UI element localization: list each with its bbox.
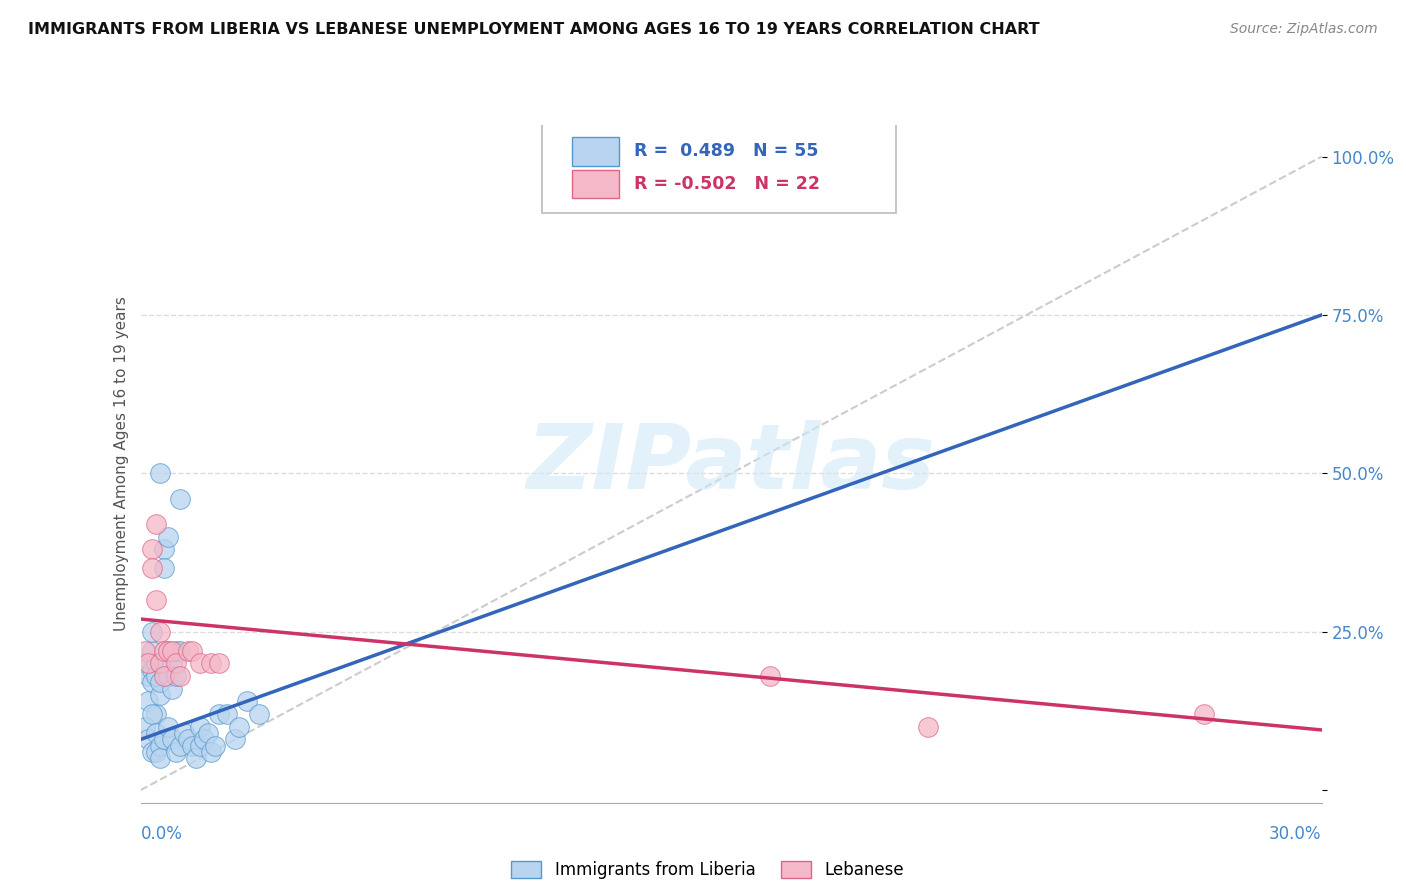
Point bbox=[200, 745, 222, 759]
Point bbox=[204, 739, 226, 753]
Point bbox=[217, 707, 239, 722]
FancyBboxPatch shape bbox=[543, 121, 897, 213]
Point bbox=[160, 644, 183, 658]
Point bbox=[149, 624, 172, 639]
Point bbox=[177, 732, 200, 747]
Point bbox=[153, 657, 176, 671]
Point bbox=[193, 732, 215, 747]
Point bbox=[169, 739, 191, 753]
Point bbox=[173, 726, 195, 740]
Point bbox=[134, 720, 156, 734]
Point bbox=[188, 657, 211, 671]
Point bbox=[157, 720, 180, 734]
Point bbox=[153, 561, 176, 575]
Point bbox=[180, 644, 202, 658]
Point bbox=[138, 669, 160, 683]
Text: Source: ZipAtlas.com: Source: ZipAtlas.com bbox=[1230, 22, 1378, 37]
Y-axis label: Unemployment Among Ages 16 to 19 years: Unemployment Among Ages 16 to 19 years bbox=[114, 296, 129, 632]
Point bbox=[165, 657, 187, 671]
Point bbox=[153, 669, 176, 683]
Point bbox=[141, 663, 163, 677]
Text: 0.0%: 0.0% bbox=[141, 825, 183, 843]
Point bbox=[149, 688, 172, 702]
Point bbox=[149, 657, 172, 671]
Point bbox=[145, 726, 167, 740]
Point bbox=[160, 732, 183, 747]
Point bbox=[165, 745, 187, 759]
Point bbox=[247, 707, 270, 722]
Point bbox=[180, 739, 202, 753]
Legend: Immigrants from Liberia, Lebanese: Immigrants from Liberia, Lebanese bbox=[505, 855, 910, 886]
Point bbox=[138, 694, 160, 708]
Point bbox=[145, 657, 167, 671]
Point bbox=[169, 491, 191, 506]
Point bbox=[208, 657, 231, 671]
Point bbox=[134, 657, 156, 671]
Point bbox=[134, 644, 156, 658]
Text: R = -0.502   N = 22: R = -0.502 N = 22 bbox=[634, 175, 820, 193]
Point bbox=[160, 681, 183, 696]
Point bbox=[165, 644, 187, 658]
Point bbox=[759, 669, 782, 683]
Point bbox=[138, 732, 160, 747]
Point bbox=[145, 593, 167, 607]
Text: ZIPatlas: ZIPatlas bbox=[527, 420, 935, 508]
Point bbox=[141, 542, 163, 557]
Point bbox=[157, 644, 180, 658]
Point bbox=[157, 530, 180, 544]
FancyBboxPatch shape bbox=[572, 137, 619, 166]
Point bbox=[145, 516, 167, 531]
Point bbox=[138, 657, 160, 671]
Point bbox=[197, 726, 219, 740]
Point bbox=[149, 751, 172, 765]
Point bbox=[236, 694, 259, 708]
Point bbox=[160, 657, 183, 671]
Point bbox=[149, 467, 172, 481]
FancyBboxPatch shape bbox=[572, 169, 619, 198]
Point bbox=[188, 720, 211, 734]
Point bbox=[200, 657, 222, 671]
Point bbox=[157, 644, 180, 658]
Point bbox=[145, 707, 167, 722]
Point bbox=[149, 657, 172, 671]
Point bbox=[141, 675, 163, 690]
Point bbox=[141, 745, 163, 759]
Point bbox=[169, 644, 191, 658]
Point bbox=[917, 720, 939, 734]
Point bbox=[188, 739, 211, 753]
Point bbox=[169, 669, 191, 683]
Point bbox=[184, 751, 207, 765]
Point bbox=[141, 624, 163, 639]
Point bbox=[224, 732, 246, 747]
Point bbox=[177, 644, 200, 658]
Point bbox=[149, 675, 172, 690]
Point bbox=[141, 707, 163, 722]
Point bbox=[141, 561, 163, 575]
Point bbox=[153, 644, 176, 658]
Point bbox=[149, 739, 172, 753]
Text: 30.0%: 30.0% bbox=[1270, 825, 1322, 843]
Point bbox=[1192, 707, 1215, 722]
Point bbox=[157, 669, 180, 683]
Point bbox=[165, 669, 187, 683]
Text: IMMIGRANTS FROM LIBERIA VS LEBANESE UNEMPLOYMENT AMONG AGES 16 TO 19 YEARS CORRE: IMMIGRANTS FROM LIBERIA VS LEBANESE UNEM… bbox=[28, 22, 1040, 37]
Point bbox=[228, 720, 250, 734]
Point bbox=[141, 644, 163, 658]
Point bbox=[153, 732, 176, 747]
Point bbox=[208, 707, 231, 722]
Point bbox=[153, 542, 176, 557]
Text: R =  0.489   N = 55: R = 0.489 N = 55 bbox=[634, 143, 818, 161]
Point bbox=[145, 669, 167, 683]
Point bbox=[145, 745, 167, 759]
